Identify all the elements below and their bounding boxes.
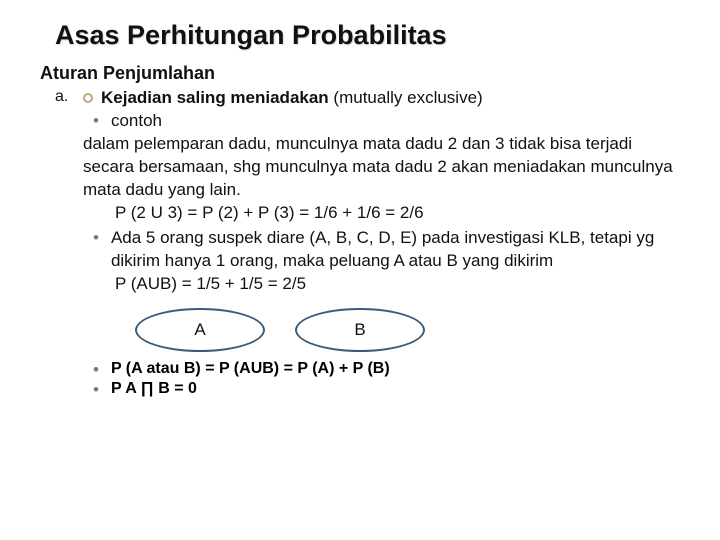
bullet-icon: • bbox=[93, 227, 99, 273]
ellipse-a: A bbox=[135, 308, 265, 352]
list-item-a: a. Kejadian saling meniadakan (mutually … bbox=[55, 88, 680, 108]
bullet-icon: • bbox=[93, 110, 99, 133]
item-a-rest: (mutually exclusive) bbox=[329, 88, 483, 107]
bottom-formula-1: P (A atau B) = P (AUB) = P (A) + P (B) bbox=[111, 360, 680, 380]
item-a-text: Kejadian saling meniadakan (mutually exc… bbox=[101, 88, 483, 108]
bottom-formulas: • P (A atau B) = P (AUB) = P (A) + P (B)… bbox=[83, 360, 680, 400]
bullet-example2: • Ada 5 orang suspek diare (A, B, C, D, … bbox=[83, 227, 680, 273]
bottom-bullet-2: • P A ∏ B = 0 bbox=[83, 380, 680, 400]
bullet-contoh-text: contoh bbox=[111, 110, 680, 133]
bullet-icon: • bbox=[93, 380, 99, 400]
bullet-contoh: • contoh bbox=[83, 110, 680, 133]
slide-container: Asas Perhitungan Probabilitas Aturan Pen… bbox=[0, 0, 720, 540]
ellipse-b: B bbox=[295, 308, 425, 352]
venn-diagram: A B bbox=[135, 308, 680, 352]
section-subtitle: Aturan Penjumlahan bbox=[40, 63, 680, 84]
item-a-bold: Kejadian saling meniadakan bbox=[101, 88, 329, 107]
body-content: • contoh dalam pelemparan dadu, munculny… bbox=[83, 110, 680, 296]
circle-bullet-icon bbox=[83, 93, 93, 103]
bullet-example2-text: Ada 5 orang suspek diare (A, B, C, D, E)… bbox=[111, 227, 680, 273]
item-letter: a. bbox=[55, 88, 73, 106]
formula-1: P (2 U 3) = P (2) + P (3) = 1/6 + 1/6 = … bbox=[115, 202, 680, 225]
bullet-icon: • bbox=[93, 360, 99, 380]
paragraph-text: dalam pelemparan dadu, munculnya mata da… bbox=[83, 133, 680, 202]
formula-2: P (AUB) = 1/5 + 1/5 = 2/5 bbox=[115, 273, 680, 296]
bottom-bullet-1: • P (A atau B) = P (AUB) = P (A) + P (B) bbox=[83, 360, 680, 380]
bottom-formula-2: P A ∏ B = 0 bbox=[111, 380, 680, 400]
slide-title: Asas Perhitungan Probabilitas bbox=[55, 20, 680, 51]
